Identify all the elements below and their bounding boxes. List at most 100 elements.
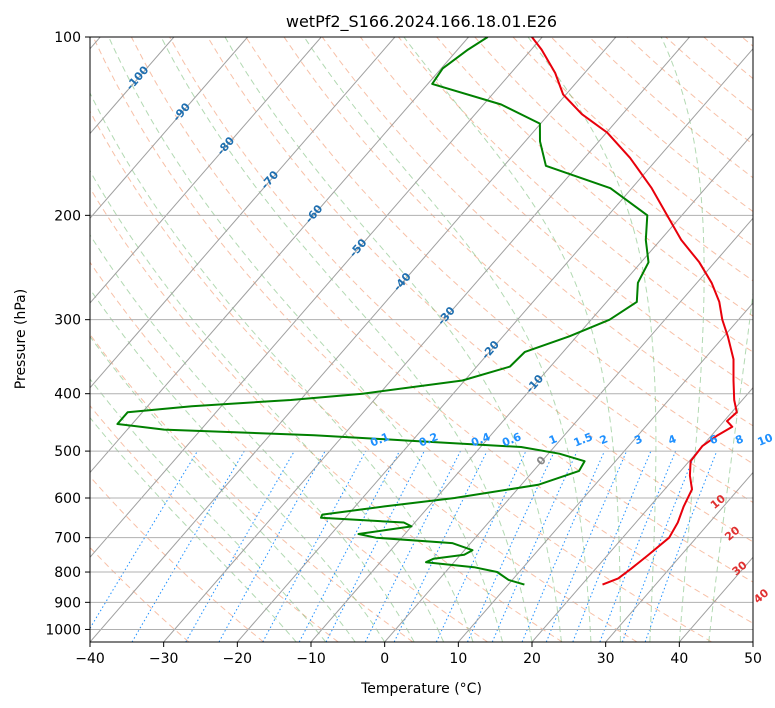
dry-adiabat (90, 475, 264, 642)
y-tick-label: 500 (54, 444, 81, 460)
dry-adiabat (436, 37, 753, 317)
moist-adiabat (90, 288, 386, 642)
mixing-ratio-line (218, 450, 326, 642)
dry-adiabat (245, 37, 753, 504)
x-axis-title: Temperature (°C) (360, 681, 482, 697)
moist-adiabat (90, 378, 327, 642)
isotherm-line (90, 37, 543, 559)
dry-adiabat (359, 37, 753, 390)
dry-adiabat (512, 37, 753, 247)
isotherm-line (90, 37, 617, 642)
isotherm-line (90, 37, 248, 220)
isotherm-line (90, 37, 396, 389)
moist-adiabat (90, 335, 356, 642)
moist-adiabat-label: 20 (722, 523, 742, 543)
mixing-ratio-line (364, 450, 461, 642)
y-tick-label: 400 (54, 387, 81, 403)
isotherm-line (236, 48, 753, 642)
moist-adiabat (224, 37, 562, 642)
isotherm-line (163, 37, 690, 642)
chart-title: wetPf2_S166.2024.166.18.01.E26 (286, 12, 557, 32)
moist-adiabat (90, 169, 445, 642)
dry-adiabat (703, 37, 753, 80)
x-tick-label: 30 (597, 651, 615, 667)
dewpoint-line (116, 37, 650, 586)
mixing-ratio-label: 0.2 (417, 430, 440, 449)
dry-adiabat (398, 37, 753, 353)
reference-lines (90, 37, 753, 642)
x-tick-label: 20 (523, 651, 541, 667)
mixing-ratio-label: 10 (756, 431, 775, 449)
y-tick-label: 900 (54, 595, 81, 611)
isotherm-line (384, 217, 753, 642)
y-tick-label: 1000 (45, 622, 81, 638)
x-tick-label: −40 (75, 651, 105, 667)
dry-adiabat (90, 110, 638, 642)
x-axis-ticks: −40 −30 −20 −10 0 10 20 30 40 50 (75, 642, 762, 667)
moist-adiabat (660, 37, 705, 642)
mixing-ratio-label: 2 (598, 432, 610, 447)
isotherm-line (678, 556, 753, 642)
y-tick-label: 600 (54, 491, 81, 507)
moist-adiabat (90, 91, 474, 642)
mixing-ratio-line (545, 450, 628, 642)
moist-adiabat (708, 289, 753, 642)
mixing-ratio-label: 4 (666, 432, 678, 447)
isotherm-line (605, 471, 753, 642)
mixing-ratio-label: 1 (547, 432, 559, 447)
y-axis-ticks: 100 200 300 400 500 600 700 800 900 1000 (45, 30, 90, 638)
isotherm-line (90, 37, 469, 474)
mixing-ratio-line (621, 450, 697, 642)
y-tick-label: 200 (54, 208, 81, 224)
dry-adiabat (90, 546, 190, 642)
y-tick-label: 800 (54, 565, 81, 581)
mixing-ratio-label: 3 (632, 432, 644, 447)
mixing-ratio-label: 1.5 (572, 430, 595, 449)
x-tick-label: 10 (449, 651, 467, 667)
x-tick-label: 0 (380, 651, 389, 667)
x-tick-label: −20 (223, 651, 253, 667)
dry-adiabat (130, 37, 753, 624)
mixing-ratio-line (262, 450, 367, 642)
mixing-ratio-line (599, 450, 677, 642)
dry-adiabat (90, 261, 488, 642)
profile-series (116, 37, 738, 586)
x-tick-label: 50 (744, 651, 762, 667)
plot-frame (89, 36, 754, 643)
isotherm-line (531, 387, 753, 642)
mixing-ratio-line (298, 450, 400, 642)
x-tick-label: 40 (670, 651, 688, 667)
temperature-line (531, 37, 738, 586)
isotherm-line (90, 37, 322, 304)
y-tick-label: 700 (54, 531, 81, 547)
isotherm-line (310, 132, 753, 642)
dry-adiabat (474, 37, 753, 282)
y-tick-label: 300 (54, 313, 81, 329)
isotherm-line (752, 641, 753, 642)
y-axis-title: Pressure (hPa) (13, 289, 29, 389)
moist-adiabat-label: 40 (751, 586, 771, 606)
dry-adiabat (90, 333, 414, 642)
mixing-ratio-line (572, 450, 652, 642)
moist-adiabat (108, 37, 503, 642)
dry-adiabat (169, 37, 753, 583)
dry-adiabat (550, 37, 753, 213)
mixing-ratio-line (521, 450, 605, 642)
mixing-ratio-line (393, 450, 488, 642)
moist-adiabat (90, 416, 297, 642)
dry-adiabat (90, 404, 339, 642)
y-tick-label: 100 (54, 30, 81, 46)
mixing-ratio-label: 8 (733, 432, 745, 447)
moist-adiabat (527, 37, 657, 642)
mixing-ratio-label: 0.1 (368, 430, 391, 449)
mixing-ratio-line (644, 450, 718, 642)
moist-adiabat-label: 30 (730, 558, 750, 578)
dry-adiabat (665, 37, 753, 112)
moist-adiabat (160, 37, 533, 642)
moist-adiabat (303, 37, 592, 642)
x-tick-label: −10 (296, 651, 326, 667)
moist-adiabat (403, 37, 621, 642)
mixing-ratio-line (90, 450, 198, 630)
x-tick-label: −30 (149, 651, 179, 667)
